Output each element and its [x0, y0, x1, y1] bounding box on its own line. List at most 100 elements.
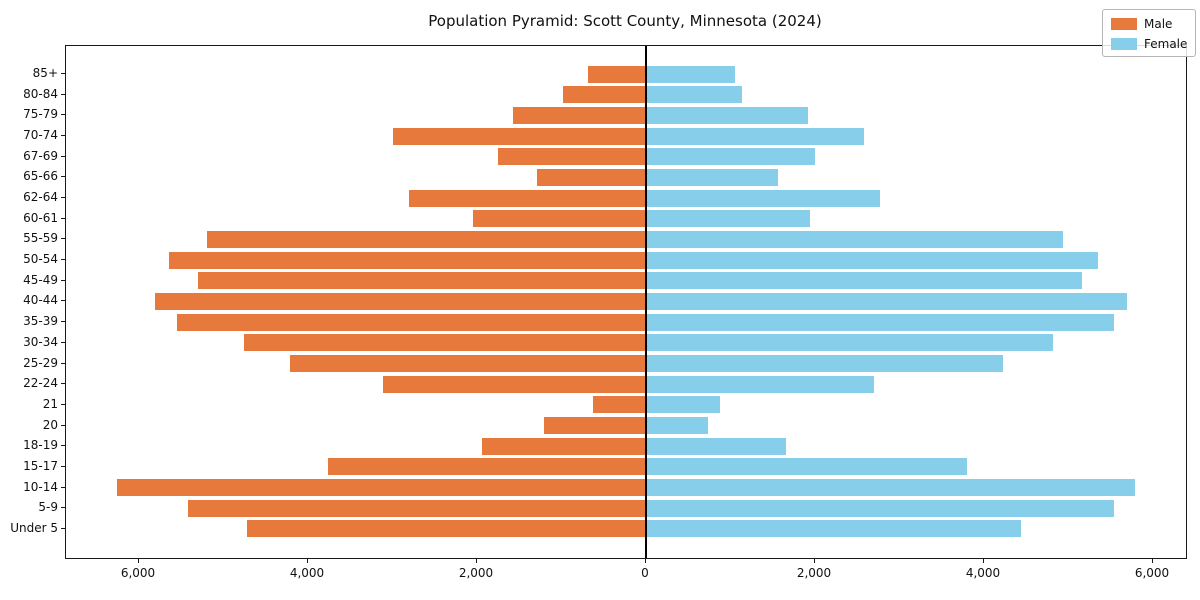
bar-male-40-44 [155, 292, 646, 310]
ytick-mark [61, 362, 65, 364]
bar-male-22-24 [383, 375, 646, 393]
ytick-label-80-84: 80-84 [23, 86, 58, 101]
bar-female-80-84 [646, 86, 743, 104]
bar-male-62-64 [409, 189, 646, 207]
bar-female-25-29 [646, 355, 1003, 373]
bar-female-15-17 [646, 458, 968, 476]
ytick-label-50-54: 50-54 [23, 252, 58, 267]
xtick-label-2,000: 2,000 [458, 566, 494, 580]
legend-label-male: Male [1144, 17, 1173, 31]
ytick-mark [61, 300, 65, 302]
bar-female-5-9 [646, 499, 1115, 517]
ytick-mark [61, 155, 65, 157]
male-color-swatch [1111, 18, 1137, 30]
bar-male-35-39 [177, 313, 646, 331]
ytick-label-18-19: 18-19 [23, 438, 58, 453]
xtick-mark [645, 559, 646, 563]
bar-female-22-24 [646, 375, 875, 393]
xtick-label-0: 0 [641, 566, 649, 580]
xtick-label-6,000: 6,000 [120, 566, 156, 580]
bar-female-30-34 [646, 334, 1054, 352]
ytick-mark [61, 259, 65, 261]
plot-area [65, 45, 1187, 559]
bar-male-80-84 [563, 86, 646, 104]
ytick-label-10-14: 10-14 [23, 479, 58, 494]
bar-female-55-59 [646, 230, 1063, 248]
ytick-mark [61, 197, 65, 199]
bar-female-70-74 [646, 127, 864, 145]
bar-male-75-79 [513, 106, 646, 124]
xtick-label-6,000: 6,000 [1134, 566, 1170, 580]
bar-male-15-17 [328, 458, 646, 476]
bar-female-18-19 [646, 437, 787, 455]
xtick-mark [814, 559, 815, 563]
bar-male-under-5 [247, 520, 646, 538]
bar-female-75-79 [646, 106, 809, 124]
ytick-mark [61, 279, 65, 281]
ytick-mark [61, 403, 65, 405]
ytick-label-45-49: 45-49 [23, 272, 58, 287]
ytick-mark [61, 176, 65, 178]
ytick-mark [61, 341, 65, 343]
ytick-mark [61, 445, 65, 447]
bar-male-45-49 [198, 272, 646, 290]
ytick-label-22-24: 22-24 [23, 376, 58, 391]
ytick-mark [61, 486, 65, 488]
bar-male-5-9 [188, 499, 646, 517]
bar-male-60-61 [472, 210, 646, 228]
xtick-mark [1152, 559, 1153, 563]
ytick-mark [61, 114, 65, 116]
bar-male-85- [587, 65, 646, 83]
bar-male-20 [543, 417, 646, 435]
xtick-mark [138, 559, 139, 563]
ytick-label-65-66: 65-66 [23, 169, 58, 184]
bar-female-62-64 [646, 189, 881, 207]
bar-male-30-34 [243, 334, 646, 352]
ytick-mark [61, 507, 65, 509]
bar-female-35-39 [646, 313, 1115, 331]
bar-female-60-61 [646, 210, 810, 228]
ytick-mark [61, 73, 65, 74]
ytick-label-40-44: 40-44 [23, 293, 58, 308]
xtick-label-4,000: 4,000 [965, 566, 1001, 580]
ytick-mark [61, 135, 65, 137]
ytick-mark [61, 527, 65, 529]
bar-male-67-69 [498, 148, 646, 166]
bar-female-65-66 [646, 168, 778, 186]
bar-female-40-44 [646, 292, 1127, 310]
bar-male-10-14 [117, 479, 646, 497]
bar-male-25-29 [290, 355, 646, 373]
ytick-label-5-9: 5-9 [38, 500, 58, 515]
ytick-mark [61, 238, 65, 240]
legend-entry-male: Male [1111, 17, 1172, 31]
ytick-label-under-5: Under 5 [10, 520, 58, 535]
legend-entry-female: Female [1111, 37, 1187, 51]
bar-male-18-19 [482, 437, 646, 455]
bar-female-50-54 [646, 251, 1099, 269]
ytick-label-60-61: 60-61 [23, 210, 58, 225]
ytick-mark [61, 424, 65, 426]
bar-female-10-14 [646, 479, 1136, 497]
chart-title: Population Pyramid: Scott County, Minnes… [428, 12, 822, 30]
ytick-label-55-59: 55-59 [23, 231, 58, 246]
ytick-label-67-69: 67-69 [23, 148, 58, 163]
ytick-label-21: 21 [42, 396, 58, 411]
xtick-mark [983, 559, 984, 563]
bar-female-under-5 [646, 520, 1022, 538]
center-axis-line [645, 46, 647, 558]
bar-female-67-69 [646, 148, 815, 166]
legend: Male Female [1102, 9, 1196, 57]
ytick-label-75-79: 75-79 [23, 107, 58, 122]
bar-female-20 [646, 417, 708, 435]
xtick-label-4,000: 4,000 [289, 566, 325, 580]
bar-male-50-54 [168, 251, 646, 269]
ytick-mark [61, 321, 65, 323]
legend-label-female: Female [1144, 37, 1188, 51]
ytick-label-30-34: 30-34 [23, 334, 58, 349]
bar-female-85- [646, 65, 735, 83]
bar-male-65-66 [537, 168, 646, 186]
bar-male-70-74 [392, 127, 646, 145]
bar-male-21 [592, 396, 646, 414]
ytick-label-62-64: 62-64 [23, 190, 58, 205]
